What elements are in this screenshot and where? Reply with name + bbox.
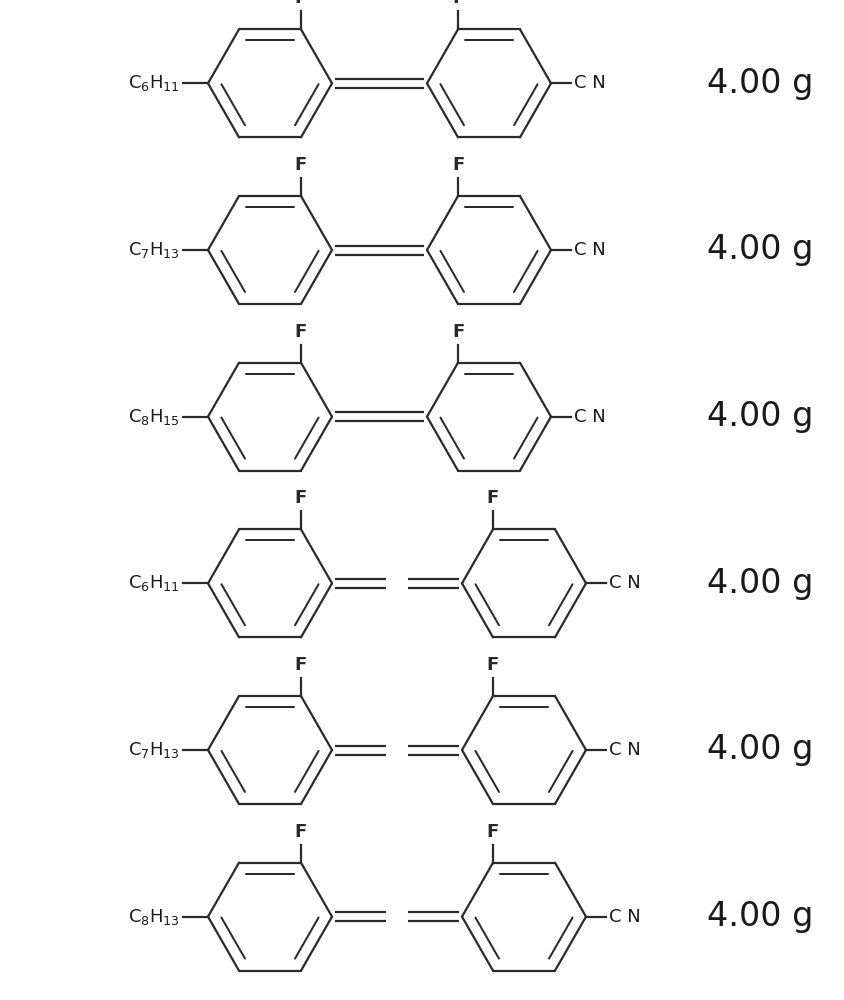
Text: F: F — [452, 156, 464, 174]
Text: 4.00 g: 4.00 g — [706, 67, 813, 100]
Text: F: F — [487, 823, 499, 841]
Text: F: F — [295, 156, 307, 174]
Text: F: F — [487, 656, 499, 674]
Text: F: F — [295, 823, 307, 841]
Text: C$_{8}$H$_{13}$: C$_{8}$H$_{13}$ — [128, 907, 180, 927]
Text: C$_{7}$H$_{13}$: C$_{7}$H$_{13}$ — [128, 240, 180, 260]
Text: F: F — [452, 0, 464, 7]
Text: F: F — [295, 0, 307, 7]
Text: 4.00 g: 4.00 g — [706, 233, 813, 266]
Text: C N: C N — [574, 408, 606, 426]
Text: F: F — [295, 489, 307, 507]
Text: 4.00 g: 4.00 g — [706, 567, 813, 600]
Text: 4.00 g: 4.00 g — [706, 734, 813, 766]
Text: C$_{6}$H$_{11}$: C$_{6}$H$_{11}$ — [128, 573, 180, 593]
Text: C N: C N — [574, 241, 606, 259]
Text: C$_{7}$H$_{13}$: C$_{7}$H$_{13}$ — [128, 740, 180, 760]
Text: F: F — [295, 323, 307, 341]
Text: 4.00 g: 4.00 g — [706, 400, 813, 433]
Text: 4.00 g: 4.00 g — [706, 900, 813, 933]
Text: F: F — [452, 323, 464, 341]
Text: F: F — [295, 656, 307, 674]
Text: F: F — [487, 489, 499, 507]
Text: C$_{6}$H$_{11}$: C$_{6}$H$_{11}$ — [128, 73, 180, 93]
Text: C N: C N — [609, 741, 641, 759]
Text: C$_{8}$H$_{15}$: C$_{8}$H$_{15}$ — [128, 407, 180, 427]
Text: C N: C N — [574, 74, 606, 92]
Text: C N: C N — [609, 574, 641, 592]
Text: C N: C N — [609, 908, 641, 926]
